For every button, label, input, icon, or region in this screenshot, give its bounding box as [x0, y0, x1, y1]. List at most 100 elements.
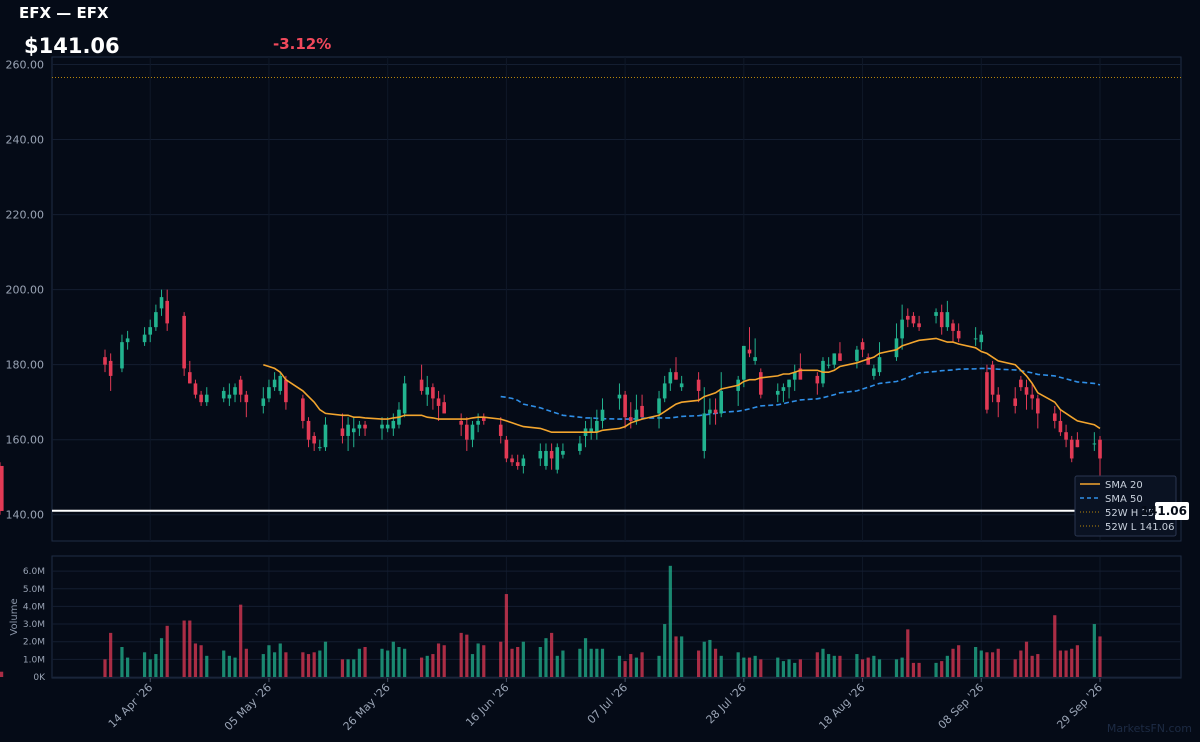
candle: [826, 357, 831, 369]
volume-bar: [126, 657, 130, 677]
candle-body: [244, 394, 249, 403]
candle: [278, 372, 283, 395]
candle: [996, 387, 1001, 418]
volume-bar: [510, 648, 514, 677]
candle: [708, 398, 712, 425]
candle-body: [0, 465, 4, 511]
candle-body: [747, 349, 752, 354]
date-tick-label: 26 May '26: [341, 681, 393, 733]
volume-bar: [555, 655, 559, 677]
volume-bar: [951, 648, 955, 677]
candle-body: [589, 428, 593, 433]
candle-body: [623, 394, 627, 418]
candle: [125, 330, 130, 350]
candle-body: [866, 357, 871, 365]
candle: [419, 364, 424, 395]
candle-body: [385, 424, 390, 429]
volume-bar: [431, 654, 435, 677]
price-tick-label: 240.00: [6, 134, 45, 147]
candle: [221, 387, 226, 403]
candle-body: [103, 357, 107, 365]
volume-bar: [188, 620, 192, 677]
candle: [272, 372, 277, 391]
volume-tick-label: 6.0M: [23, 567, 45, 577]
candle: [108, 353, 113, 391]
candle-body: [267, 387, 271, 399]
date-tick-label: 07 Jul '26: [585, 681, 630, 726]
candle-body: [657, 398, 661, 414]
candle-body: [939, 312, 944, 328]
volume-bar: [708, 639, 712, 677]
candle-body: [781, 387, 786, 391]
candle: [182, 312, 186, 376]
volume-bar: [719, 655, 723, 677]
volume-bar: [504, 594, 508, 677]
candle-body: [204, 394, 209, 403]
volume-bar: [284, 652, 288, 677]
volume-bar: [629, 654, 633, 677]
sma20-line: [263, 337, 1101, 434]
candle: [600, 398, 605, 429]
candle-body: [617, 394, 622, 399]
volume-bar: [142, 652, 147, 677]
volume-bar: [832, 655, 836, 677]
volume-bar: [205, 655, 209, 677]
candle-body: [312, 435, 316, 444]
volume-bar: [165, 625, 169, 677]
sma50-path: [500, 367, 1101, 420]
candle-body: [193, 383, 198, 395]
candle-body: [911, 315, 916, 324]
volume-bar: [753, 655, 757, 677]
candle: [719, 372, 724, 418]
volume-bar: [357, 648, 362, 677]
candle-body: [1098, 439, 1102, 459]
candle: [380, 417, 384, 440]
candle-body: [708, 409, 712, 414]
volume-bar: [680, 636, 684, 677]
price-panel-frame: [51, 56, 1182, 542]
candle: [357, 420, 362, 436]
volume-bar: [301, 652, 305, 677]
candle: [498, 417, 503, 444]
candle-body: [148, 327, 153, 335]
volume-bar: [391, 641, 395, 677]
volume-bar: [906, 629, 910, 677]
price-tick-label: 160.00: [6, 434, 45, 447]
date-axis-ticks: 14 Apr '26 05 May '26 26 May '26 16 Jun '26…: [106, 678, 1105, 733]
candle: [1030, 383, 1034, 410]
candle-body: [351, 428, 356, 433]
candle-body: [278, 375, 283, 391]
candle-body: [402, 383, 407, 414]
volume-bar: [109, 632, 113, 677]
price-tick-label: 180.00: [6, 359, 45, 372]
candle-body: [775, 390, 780, 395]
date-tick-label: 05 May '26: [222, 681, 274, 733]
volume-bar: [442, 645, 446, 677]
candle: [301, 394, 305, 429]
candle: [742, 345, 746, 388]
volume-bar: [306, 654, 311, 677]
candle: [662, 375, 667, 403]
candle-body: [561, 450, 565, 455]
volume-bar: [781, 661, 786, 677]
price-tick-label: 200.00: [6, 284, 45, 297]
candle: [351, 417, 356, 448]
candle-body: [154, 312, 158, 328]
candle: [753, 338, 757, 365]
candle: [1075, 432, 1080, 448]
candle-body: [917, 323, 921, 328]
candle: [973, 327, 978, 346]
candle: [1098, 435, 1102, 481]
volume-bar: [561, 650, 565, 677]
volume-bar: [340, 659, 345, 677]
candle: [747, 327, 752, 358]
volume-bar: [759, 659, 763, 677]
candle-body: [792, 372, 797, 380]
candle-body: [742, 345, 746, 380]
legend-label-sma20: SMA 20: [1105, 480, 1143, 491]
candle: [142, 327, 147, 346]
volume-bar: [1013, 659, 1017, 677]
candle: [640, 394, 644, 418]
candle-body: [894, 338, 899, 358]
candle: [1019, 375, 1023, 391]
